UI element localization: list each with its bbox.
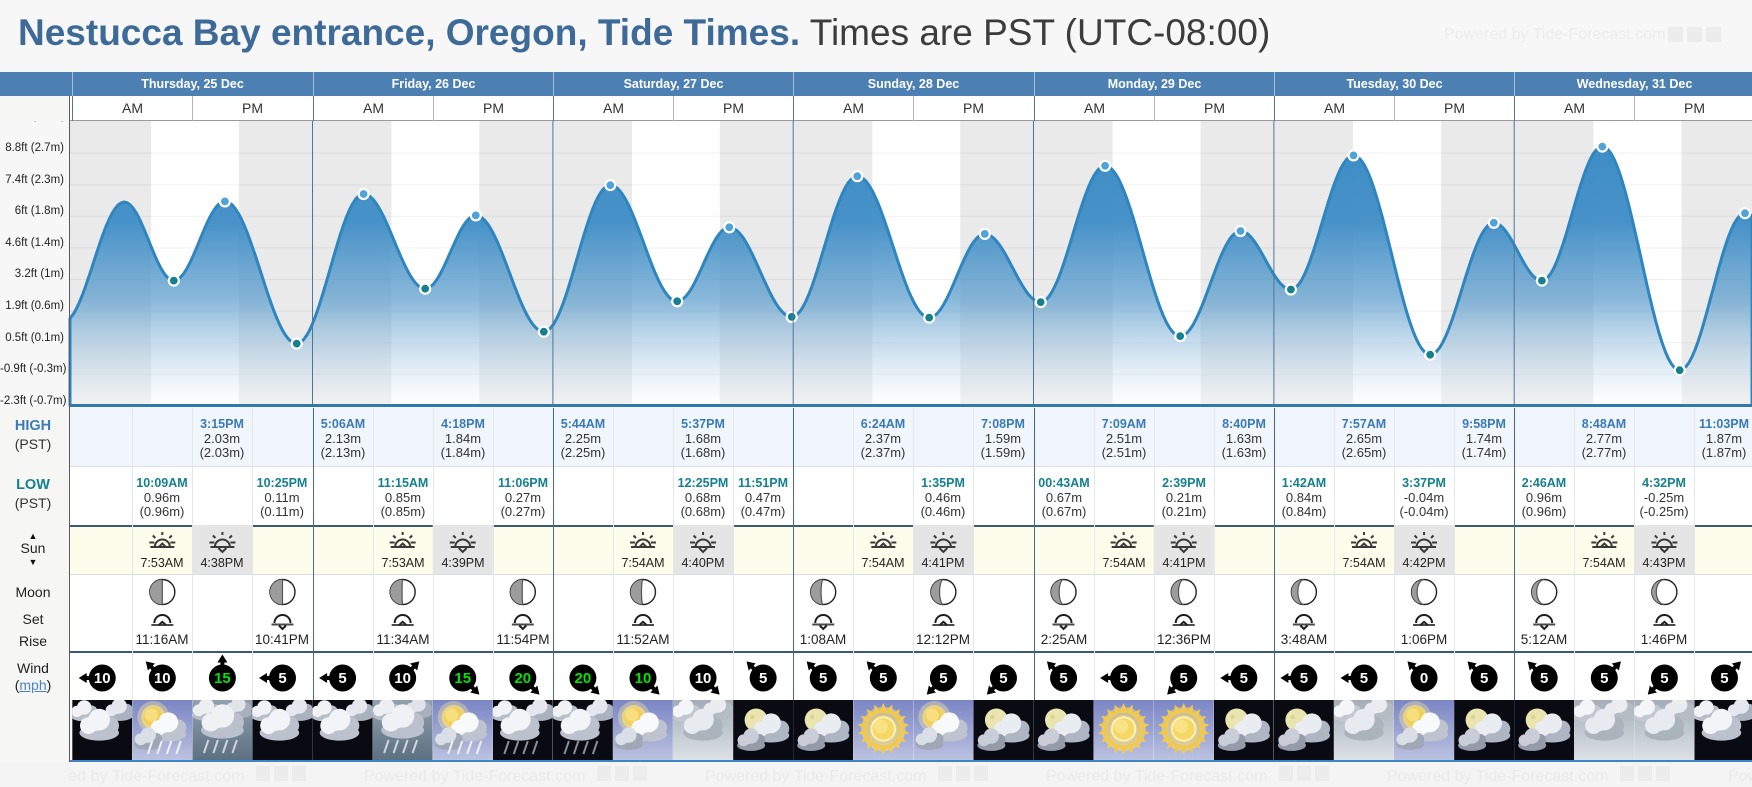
svg-text:5: 5 (338, 670, 346, 687)
svg-text:7:54AM: 7:54AM (621, 556, 664, 570)
svg-text:0: 0 (1420, 670, 1428, 687)
svg-text:10: 10 (154, 670, 171, 687)
svg-text:5: 5 (1660, 670, 1668, 687)
svg-text:5: 5 (1720, 670, 1728, 687)
svg-text:7:53AM: 7:53AM (381, 556, 424, 570)
svg-text:7:54AM: 7:54AM (1582, 556, 1625, 570)
svg-text:11:52AM: 11:52AM (616, 632, 669, 647)
svg-text:1:08AM: 1:08AM (800, 632, 847, 647)
svg-text:20: 20 (514, 670, 531, 687)
svg-text:20: 20 (575, 670, 592, 687)
svg-text:5: 5 (1059, 670, 1067, 687)
svg-text:15: 15 (214, 670, 231, 687)
svg-text:11:34AM: 11:34AM (376, 632, 429, 647)
svg-text:4:42PM: 4:42PM (1402, 556, 1445, 570)
svg-text:5: 5 (999, 670, 1007, 687)
svg-text:5:12AM: 5:12AM (1521, 632, 1568, 647)
svg-text:7:54AM: 7:54AM (1102, 556, 1145, 570)
svg-text:3:48AM: 3:48AM (1281, 632, 1328, 647)
svg-text:5: 5 (1540, 670, 1548, 687)
svg-text:4:39PM: 4:39PM (441, 556, 484, 570)
svg-text:5: 5 (1480, 670, 1488, 687)
svg-text:10: 10 (394, 670, 411, 687)
svg-text:2:25AM: 2:25AM (1041, 632, 1088, 647)
svg-text:1:06PM: 1:06PM (1401, 632, 1448, 647)
svg-text:7:54AM: 7:54AM (861, 556, 904, 570)
svg-text:7:54AM: 7:54AM (1342, 556, 1385, 570)
svg-text:5: 5 (1119, 670, 1127, 687)
svg-text:12:36PM: 12:36PM (1157, 632, 1211, 647)
svg-text:5: 5 (278, 670, 286, 687)
svg-text:4:43PM: 4:43PM (1642, 556, 1685, 570)
svg-text:5: 5 (1360, 670, 1368, 687)
svg-text:15: 15 (454, 670, 471, 687)
svg-text:5: 5 (879, 670, 887, 687)
svg-text:5: 5 (939, 670, 947, 687)
svg-text:5: 5 (1180, 670, 1188, 687)
svg-text:11:54PM: 11:54PM (496, 632, 549, 647)
svg-text:10: 10 (695, 670, 712, 687)
svg-text:4:41PM: 4:41PM (1162, 556, 1205, 570)
svg-text:4:40PM: 4:40PM (681, 556, 724, 570)
svg-text:7:53AM: 7:53AM (140, 556, 183, 570)
svg-text:11:16AM: 11:16AM (135, 632, 188, 647)
svg-text:10: 10 (94, 670, 111, 687)
svg-text:4:41PM: 4:41PM (921, 556, 964, 570)
svg-text:5: 5 (819, 670, 827, 687)
svg-text:12:12PM: 12:12PM (916, 632, 970, 647)
svg-text:5: 5 (759, 670, 767, 687)
svg-text:10: 10 (635, 670, 652, 687)
svg-text:5: 5 (1240, 670, 1248, 687)
svg-text:5: 5 (1600, 670, 1608, 687)
svg-text:5: 5 (1300, 670, 1308, 687)
svg-text:10:41PM: 10:41PM (255, 632, 309, 647)
svg-text:4:38PM: 4:38PM (200, 556, 243, 570)
svg-text:1:46PM: 1:46PM (1641, 632, 1688, 647)
